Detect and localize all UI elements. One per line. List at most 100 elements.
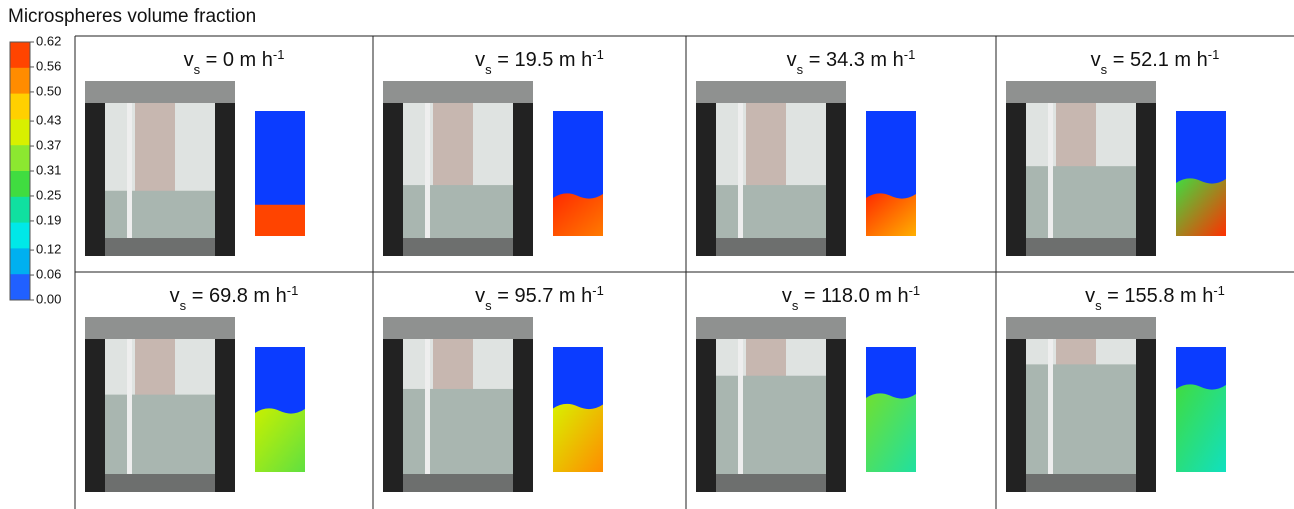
photo-base: [403, 474, 513, 492]
colorbar-segment: [10, 68, 30, 94]
velocity-text: = 0 m h: [200, 49, 273, 71]
photo-top: [1006, 317, 1156, 339]
photo-bed: [403, 389, 513, 474]
panel-label: vs = 34.3 m h-1: [787, 47, 916, 77]
photo-post-right: [826, 103, 846, 256]
contour-bed: [866, 193, 916, 236]
photo-post-right: [513, 103, 533, 256]
photo-ruler: [127, 103, 132, 256]
colorbar-tick-label: 0.12: [36, 242, 61, 257]
velocity-symbol: v: [184, 49, 194, 71]
contour-bed: [1176, 178, 1226, 236]
figure-title: Microspheres volume fraction: [8, 6, 256, 27]
photo: [696, 317, 846, 492]
velocity-text: = 95.7 m h: [492, 285, 593, 307]
velocity-text: = 155.8 m h: [1102, 285, 1214, 307]
velocity-text: = 118.0 m h: [798, 285, 908, 307]
photo-bed: [105, 395, 215, 474]
photo-top: [85, 81, 235, 103]
panel-label: vs = 69.8 m h-1: [170, 283, 299, 313]
velocity-symbol: v: [787, 49, 797, 71]
panel-label: vs = 0 m h-1: [184, 47, 285, 77]
contour-bed: [553, 404, 603, 472]
photo-post-right: [215, 339, 235, 492]
photo-bed: [716, 376, 826, 474]
contour-bed: [255, 205, 305, 236]
photo-post-left: [85, 339, 105, 492]
velocity-symbol: v: [170, 285, 180, 307]
photo-base: [105, 238, 215, 256]
velocity-superscript: -1: [904, 47, 916, 62]
photo-post-left: [1006, 339, 1026, 492]
velocity-superscript: -1: [1213, 283, 1225, 298]
colorbar-segment: [10, 42, 30, 68]
photo-bed: [105, 191, 215, 238]
photo-base: [403, 238, 513, 256]
colorbar-segment: [10, 223, 30, 249]
colorbar-tick-label: 0.43: [36, 113, 61, 128]
colorbar-tick-label: 0.19: [36, 212, 61, 227]
colorbar-tick-label: 0.37: [36, 137, 61, 152]
photo-tube: [433, 103, 473, 193]
figure: Microspheres volume fraction 0.62 0.56 0.5…: [0, 0, 1294, 509]
photo-ruler: [425, 339, 430, 492]
photo-post-right: [513, 339, 533, 492]
velocity-superscript: -1: [592, 47, 604, 62]
photo-base: [105, 474, 215, 492]
photo-post-right: [1136, 339, 1156, 492]
photo-top: [85, 317, 235, 339]
photo-ruler: [1048, 103, 1053, 256]
velocity-superscript: -1: [273, 47, 285, 62]
colorbar-tick-label: 0.50: [36, 83, 61, 98]
colorbar-segment: [10, 119, 30, 145]
photo-bed: [1026, 166, 1136, 238]
photo-post-left: [1006, 103, 1026, 256]
colorbar-tick-label: 0.25: [36, 187, 61, 202]
photo-top: [383, 81, 533, 103]
photo-ruler: [738, 339, 743, 492]
photo-top: [696, 81, 846, 103]
velocity-symbol: v: [475, 49, 485, 71]
colorbar-tick-label: 0.00: [36, 291, 61, 306]
photo-base: [1026, 238, 1136, 256]
photo-top: [383, 317, 533, 339]
velocity-text: = 19.5 m h: [492, 49, 593, 71]
photo-ruler: [738, 103, 743, 256]
velocity-superscript: -1: [592, 283, 604, 298]
photo-tube: [135, 103, 175, 193]
photo-post-left: [383, 103, 403, 256]
photo: [383, 317, 533, 492]
photo-base: [1026, 474, 1136, 492]
panel-label: vs = 19.5 m h-1: [475, 47, 604, 77]
velocity-text: = 52.1 m h: [1107, 49, 1208, 71]
velocity-symbol: v: [782, 285, 792, 307]
colorbar-tick-label: 0.56: [36, 58, 61, 73]
photo: [85, 317, 235, 492]
photo-bed: [1026, 364, 1136, 474]
velocity-text: = 34.3 m h: [803, 49, 904, 71]
photo: [1006, 81, 1156, 256]
photo-bed: [403, 185, 513, 238]
colorbar-tick-label: 0.62: [36, 33, 61, 48]
contour-bed: [866, 393, 916, 472]
photo-post-left: [696, 103, 716, 256]
photo-top: [1006, 81, 1156, 103]
photo-ruler: [1048, 339, 1053, 492]
panel-label: vs = 155.8 m h-1: [1085, 283, 1225, 313]
panel-label: vs = 95.7 m h-1: [475, 283, 604, 313]
contour-bed: [255, 408, 305, 472]
panel-label: vs = 52.1 m h-1: [1091, 47, 1220, 77]
photo-ruler: [425, 103, 430, 256]
panel-label: vs = 118.0 m h-1: [782, 283, 920, 313]
photo-tube: [746, 103, 786, 193]
colorbar-segment: [10, 94, 30, 120]
photo-base: [716, 474, 826, 492]
velocity-symbol: v: [1091, 49, 1101, 71]
contour-bed: [553, 193, 603, 236]
photo-top: [696, 317, 846, 339]
contour-bed: [1176, 384, 1226, 472]
colorbar-segment: [10, 145, 30, 171]
velocity-symbol: v: [475, 285, 485, 307]
velocity-superscript: -1: [287, 283, 299, 298]
photo-post-left: [696, 339, 716, 492]
